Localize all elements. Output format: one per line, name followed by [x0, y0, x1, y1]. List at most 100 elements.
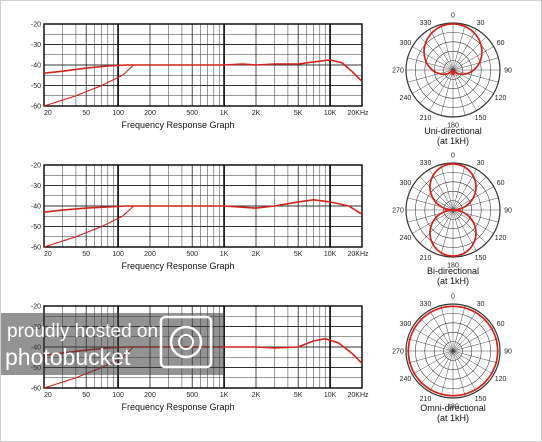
polar-spoke — [429, 310, 454, 352]
x-tick-label: 200 — [144, 110, 156, 117]
polar-spoke — [452, 24, 466, 71]
angle-label: 330 — [420, 160, 432, 167]
angle-label: 240 — [400, 235, 412, 242]
x-axis-title: Frequency Response Graph — [121, 261, 234, 271]
low-cut-curve — [43, 205, 134, 248]
x-axis-title: Frequency Response Graph — [121, 120, 234, 130]
polar-spoke — [440, 164, 454, 211]
low-cut-curve — [43, 64, 134, 107]
angle-label: 210 — [420, 255, 432, 262]
polar-spoke — [419, 317, 454, 352]
polar-spoke — [440, 350, 454, 397]
polar-spoke — [429, 29, 454, 71]
response-curve — [43, 199, 363, 215]
camera-icon-frame — [159, 315, 213, 369]
polar-spoke — [419, 209, 454, 244]
polar-spoke — [412, 327, 454, 352]
angle-label: 30 — [477, 20, 485, 27]
y-tick-label: -50 — [31, 224, 41, 231]
y-tick-label: -30 — [31, 42, 41, 49]
polar-caption: Omni-directional — [420, 403, 486, 413]
low-cut-marker — [94, 86, 99, 90]
angle-label: 0 — [451, 294, 455, 301]
x-tick-label: 1K — [220, 251, 229, 258]
x-tick-label: 20 — [44, 392, 52, 399]
y-tick-label: -20 — [31, 304, 41, 311]
angle-label: 90 — [504, 349, 512, 356]
angle-label: 180 — [447, 123, 459, 130]
angle-label: 270 — [392, 208, 404, 215]
x-tick-label: 500 — [186, 251, 198, 258]
angle-label: 120 — [495, 235, 507, 242]
polar-spoke — [419, 176, 454, 211]
x-tick-label: 10K — [324, 110, 337, 117]
polar-spoke — [407, 350, 454, 364]
camera-icon-lens-inner — [178, 334, 194, 350]
y-tick-label: -60 — [31, 104, 41, 111]
polar-spoke — [412, 46, 454, 71]
polar-pattern-curve — [407, 305, 499, 397]
watermark-background — [1, 313, 223, 375]
x-tick-label: 50 — [82, 392, 90, 399]
y-tick-label: -60 — [31, 386, 41, 393]
camera-icon-lens — [169, 325, 203, 359]
y-tick-label: -20 — [31, 22, 41, 29]
angle-label: 150 — [475, 396, 487, 403]
x-tick-label: 5K — [294, 110, 303, 117]
angle-label: 0 — [451, 153, 455, 160]
x-tick-label: 200 — [144, 251, 156, 258]
polar-spoke — [440, 69, 454, 116]
watermark-line2: photobucket — [5, 344, 131, 370]
polar-spoke — [429, 69, 454, 111]
angle-label: 90 — [504, 208, 512, 215]
polar-pattern-3 — [405, 303, 501, 399]
x-tick-label: 5K — [294, 251, 303, 258]
polar-spoke — [452, 350, 494, 375]
polar-spoke — [429, 350, 454, 392]
polar-spoke — [440, 209, 454, 256]
polar-spoke — [452, 350, 466, 397]
x-tick-label: 200 — [144, 392, 156, 399]
polar-spoke — [452, 350, 499, 364]
angle-label: 120 — [495, 376, 507, 383]
response-curve — [43, 59, 363, 82]
polar-spoke — [407, 69, 454, 83]
angle-label: 60 — [497, 40, 505, 47]
watermark-line1: proudly hosted on — [7, 321, 158, 342]
x-tick-label: 20KHz — [347, 251, 369, 258]
photobucket-watermark — [1, 313, 223, 375]
frequency-graph-1 — [43, 23, 363, 107]
y-tick-label: -50 — [31, 83, 41, 90]
polar-spoke — [452, 69, 487, 104]
x-tick-label: 20KHz — [347, 110, 369, 117]
x-tick-label: 20 — [44, 251, 52, 258]
angle-label: 240 — [400, 95, 412, 102]
plot-frame — [43, 23, 363, 107]
polar-spoke — [440, 305, 454, 352]
angle-label: 300 — [400, 321, 412, 328]
angle-label: 270 — [392, 68, 404, 75]
polar-caption: Bi-directional — [427, 266, 479, 276]
angle-label: 30 — [477, 301, 485, 308]
angle-label: 180 — [447, 404, 459, 411]
angle-label: 60 — [497, 321, 505, 328]
x-tick-label: 2K — [252, 110, 261, 117]
polar-spoke — [419, 350, 454, 385]
angle-label: 330 — [420, 20, 432, 27]
x-tick-label: 50 — [82, 110, 90, 117]
polar-caption-sub: (at 1kH) — [437, 276, 469, 286]
polar-spoke — [452, 57, 499, 71]
angle-label: 60 — [497, 180, 505, 187]
polar-spoke — [452, 209, 487, 244]
angle-label: 210 — [420, 396, 432, 403]
angle-label: 300 — [400, 180, 412, 187]
angle-label: 180 — [447, 263, 459, 270]
y-tick-label: -60 — [31, 245, 41, 252]
polar-spoke — [452, 317, 487, 352]
x-tick-label: 1K — [220, 110, 229, 117]
x-tick-label: 2K — [252, 392, 261, 399]
polar-spoke — [452, 46, 494, 71]
y-tick-label: -20 — [31, 163, 41, 170]
